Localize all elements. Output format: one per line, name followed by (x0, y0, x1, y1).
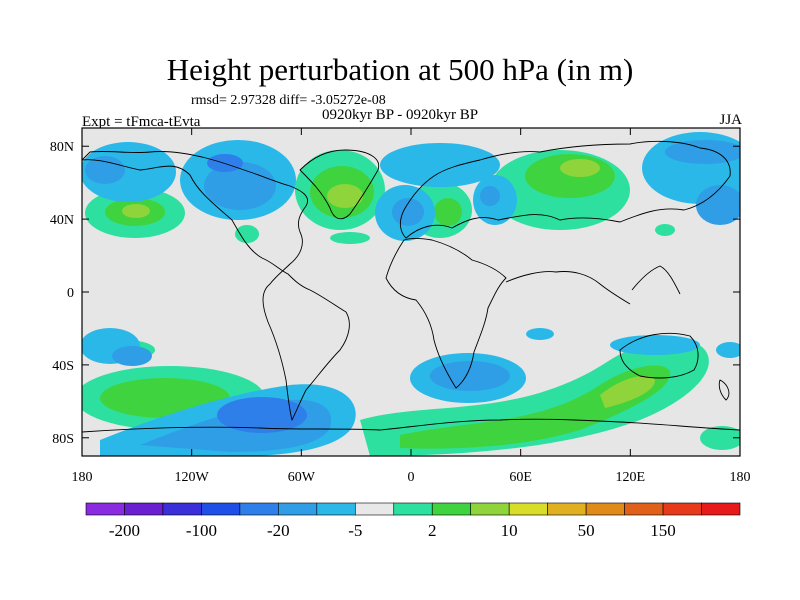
colorbar-label: -20 (267, 521, 290, 540)
lat-tick-label: 80S (52, 432, 74, 447)
colorbar-swatch (470, 502, 510, 516)
season-label: JJA (719, 112, 742, 128)
colorbar-swatch (239, 502, 279, 516)
lat-tick-label: 40S (52, 359, 74, 374)
colorbar-swatch (354, 502, 395, 516)
colorbar-label: -200 (109, 521, 140, 540)
colorbar-label: 150 (650, 521, 676, 540)
lon-tick-label: 180 (730, 470, 751, 485)
colorbar-swatch (85, 502, 125, 516)
lon-tick-label: 120W (175, 470, 210, 485)
colorbar-swatch (124, 502, 164, 516)
plot-title: Height perturbation at 500 hPa (in m) (166, 52, 634, 87)
colorbar-swatch (278, 502, 318, 516)
map-panel (82, 128, 740, 456)
lat-tick-label: 40N (50, 213, 74, 228)
colorbar-swatch (624, 502, 664, 516)
lon-tick-label: 180 (72, 470, 93, 485)
lon-tick-label: 60W (288, 470, 316, 485)
colorbar-label: 2 (428, 521, 437, 540)
colorbar-swatch (585, 502, 625, 516)
experiment-label: Expt = tFmca-tEvta (82, 114, 201, 130)
colorbar-swatch (162, 502, 202, 516)
lon-tick-label: 120E (616, 470, 646, 485)
colorbar-label: 10 (501, 521, 518, 540)
stats-text: rmsd= 2.97328 diff= -3.05272e-08 (191, 93, 386, 108)
colorbar-swatch (547, 502, 587, 516)
colorbar-swatch (393, 502, 433, 516)
lon-tick-label: 0 (408, 470, 415, 485)
lat-tick-label: 80N (50, 140, 74, 155)
lon-tick-label: 60E (509, 470, 532, 485)
colorbar-label: -100 (186, 521, 217, 540)
latitude-axis: 80N 40N 0 40S 80S (50, 140, 740, 447)
colorbar (85, 502, 741, 516)
colorbar-swatch (508, 502, 548, 516)
coastlines (82, 140, 740, 433)
colorbar-swatch (662, 502, 702, 516)
colorbar-label: 50 (578, 521, 595, 540)
negative-anomaly-regions (82, 132, 740, 456)
colorbar-swatch (701, 502, 741, 516)
colorbar-swatch (431, 502, 472, 516)
colorbar-swatch (201, 502, 241, 516)
period-label: 0920kyr BP - 0920kyr BP (321, 107, 479, 123)
longitude-axis: 180 120W 60W 0 60E 120E 180 (72, 128, 751, 485)
colorbar-labels: -200 -100 -20 -5 2 10 50 150 (109, 521, 676, 540)
colorbar-swatch (316, 502, 356, 516)
lat-tick-label: 0 (67, 286, 74, 301)
colorbar-label: -5 (348, 521, 362, 540)
positive-anomaly-regions (82, 150, 740, 456)
